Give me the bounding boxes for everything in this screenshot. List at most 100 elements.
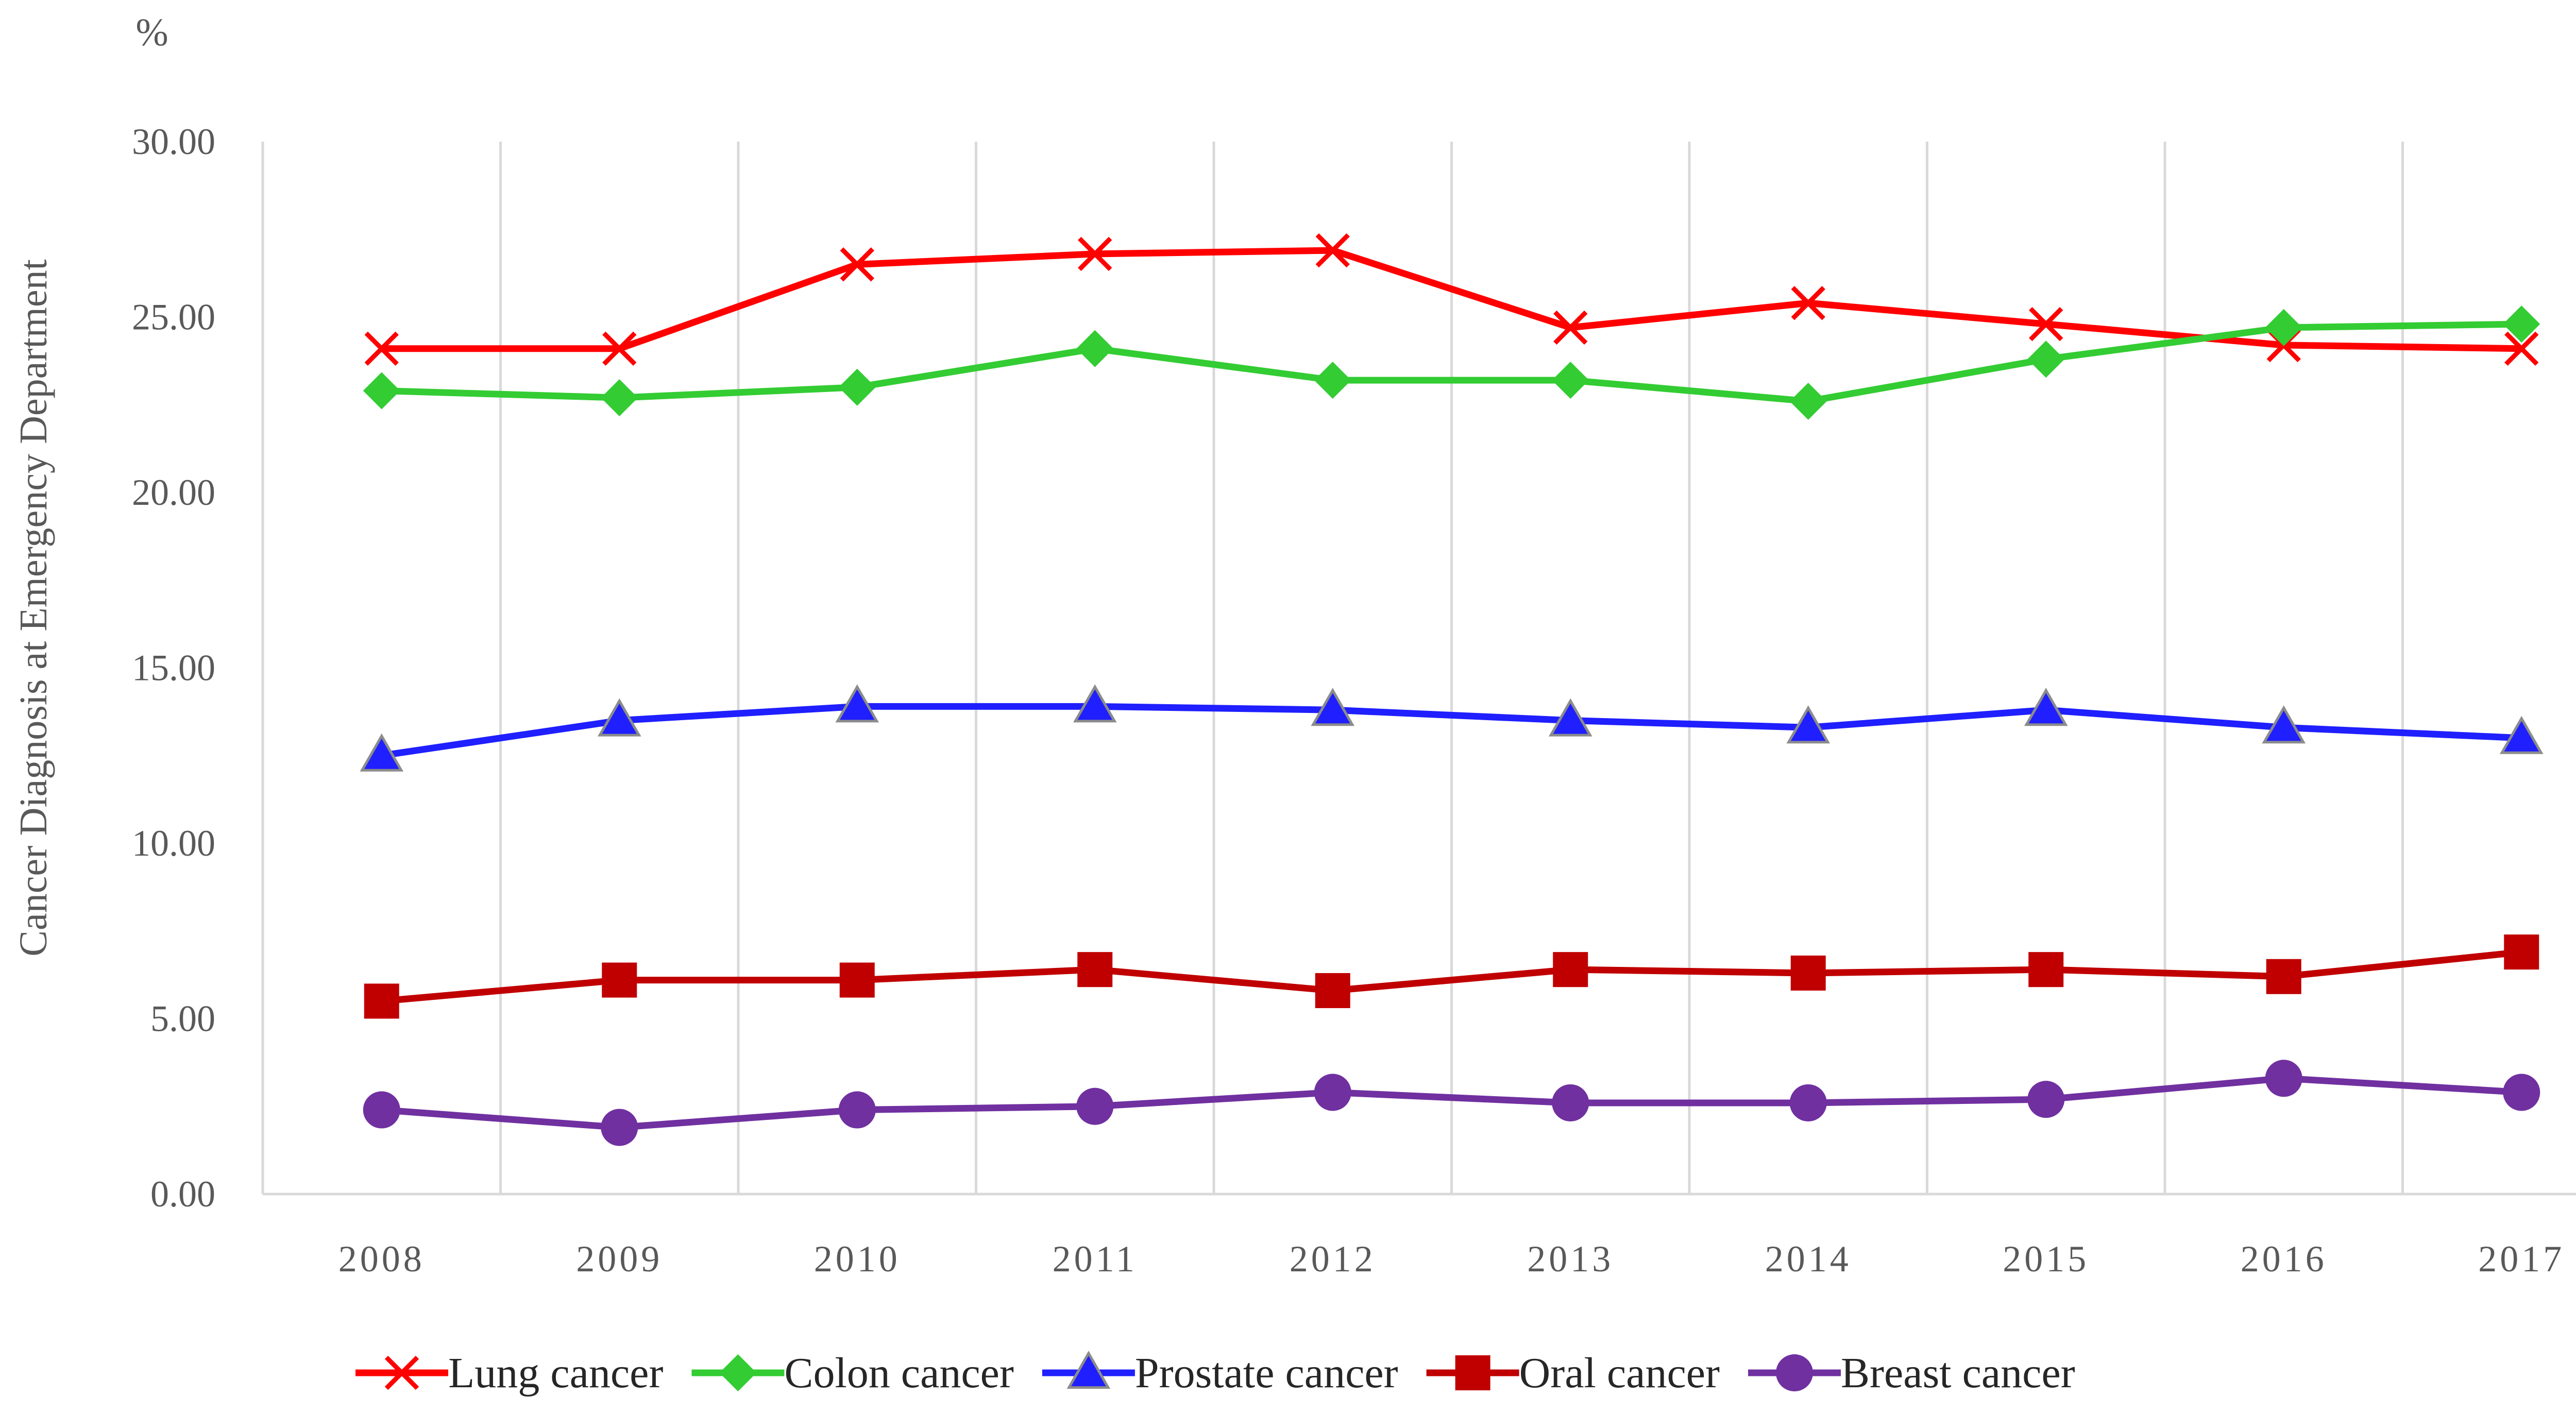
series-oral-cancer — [364, 934, 2539, 1019]
data-point-prostate-cancer — [360, 733, 404, 772]
data-point-oral-cancer — [2504, 934, 2539, 970]
data-point-oral-cancer — [602, 962, 637, 998]
legend-item-colon-cancer: Colon cancer — [691, 1349, 1014, 1397]
data-point-colon-cancer — [1789, 382, 1827, 420]
data-point-prostate-cancer — [2262, 705, 2306, 744]
data-point-prostate-cancer — [1073, 684, 1117, 723]
y-tick-label: 30.00 — [132, 121, 215, 162]
marker-stroke — [602, 331, 637, 366]
marker-stroke — [1553, 310, 1588, 345]
series-colon-cancer — [363, 305, 2540, 420]
data-point-breast-cancer — [1314, 1074, 1351, 1111]
data-point-breast-cancer — [2027, 1081, 2065, 1118]
data-point-prostate-cancer — [835, 684, 879, 723]
data-point-breast-cancer — [2265, 1060, 2302, 1097]
marker-stroke — [840, 247, 874, 282]
data-point-lung-cancer — [2029, 307, 2063, 342]
data-point-breast-cancer — [363, 1091, 400, 1129]
legend-marker — [1455, 1355, 1490, 1390]
series-line-breast-cancer — [381, 1075, 2522, 1131]
series-line-colon-cancer — [381, 320, 2522, 405]
data-point-lung-cancer — [840, 247, 874, 282]
marker-stroke — [1315, 233, 1350, 268]
legend-marker — [1066, 1350, 1111, 1389]
gridlines — [499, 142, 2404, 1194]
y-axis-title: Cancer Diagnosis at Emergency Department — [12, 259, 55, 956]
y-tick-label: 25.00 — [132, 297, 215, 338]
series-prostate-cancer — [360, 684, 2544, 772]
data-point-oral-cancer — [1790, 955, 1826, 991]
x-tick-label: 2010 — [814, 1238, 901, 1280]
x-tick-label: 2014 — [1765, 1238, 1852, 1280]
data-point-oral-cancer — [2266, 959, 2301, 994]
data-point-oral-cancer — [364, 983, 399, 1019]
x-tick-label: 2011 — [1053, 1238, 1138, 1280]
data-point-breast-cancer — [1789, 1084, 1827, 1121]
data-point-lung-cancer — [364, 331, 399, 366]
series-line-lung-cancer — [381, 247, 2522, 352]
data-point-oral-cancer — [1077, 952, 1113, 988]
data-point-prostate-cancer — [1548, 698, 1592, 737]
legend: Lung cancer Colon cancer Prostate cancer Or… — [355, 1349, 2075, 1397]
y-tick-label: 10.00 — [132, 823, 215, 864]
marker-stroke — [364, 331, 399, 366]
data-point-prostate-cancer — [2499, 716, 2544, 754]
marker-stroke — [1791, 286, 1825, 320]
data-point-colon-cancer — [2265, 309, 2302, 346]
series-line-oral-cancer — [381, 948, 2522, 1005]
x-tick-label: 2016 — [2241, 1238, 2327, 1280]
legend-item-lung-cancer: Lung cancer — [355, 1349, 663, 1397]
data-point-oral-cancer — [1315, 973, 1350, 1009]
data-point-breast-cancer — [838, 1091, 876, 1129]
data-point-prostate-cancer — [1786, 705, 1831, 744]
data-point-lung-cancer — [1791, 286, 1825, 320]
y-tick-label: 20.00 — [132, 472, 215, 513]
data-point-colon-cancer — [1076, 330, 1114, 367]
data-point-oral-cancer — [2028, 952, 2064, 988]
data-point-breast-cancer — [1552, 1084, 1589, 1121]
data-point-prostate-cancer — [1311, 688, 1355, 726]
data-point-colon-cancer — [601, 379, 638, 417]
legend-marker — [384, 1355, 419, 1390]
legend-marker — [1776, 1354, 1814, 1391]
legend-label: Prostate cancer — [1135, 1349, 1398, 1397]
data-point-breast-cancer — [601, 1109, 638, 1146]
y-tick-label: 15.00 — [132, 648, 215, 689]
data-point-colon-cancer — [1314, 362, 1351, 399]
data-point-colon-cancer — [2503, 305, 2540, 343]
data-point-oral-cancer — [839, 962, 875, 998]
data-point-lung-cancer — [602, 331, 637, 366]
x-tick-label: 2008 — [338, 1238, 425, 1280]
series-breast-cancer — [363, 1060, 2540, 1146]
data-point-prostate-cancer — [2024, 688, 2068, 726]
data-point-colon-cancer — [1552, 362, 1589, 399]
axis-labels: % Cancer Diagnosis at Emergency Departme… — [12, 11, 2565, 1280]
data-point-breast-cancer — [1076, 1087, 1114, 1125]
legend-label: Colon cancer — [784, 1349, 1013, 1397]
data-point-colon-cancer — [363, 372, 400, 410]
data-point-colon-cancer — [838, 368, 876, 406]
axes — [261, 142, 2576, 1196]
y-tick-label: 5.00 — [150, 998, 215, 1040]
legend-item-prostate-cancer: Prostate cancer — [1042, 1349, 1398, 1397]
x-tick-label: 2009 — [576, 1238, 663, 1280]
x-tick-label: 2017 — [2478, 1238, 2565, 1280]
legend-label: Breast cancer — [1841, 1349, 2075, 1397]
marker-stroke — [2029, 307, 2063, 342]
data-point-lung-cancer — [2504, 331, 2539, 366]
series-lung-cancer — [364, 233, 2539, 366]
legend-label: Oral cancer — [1519, 1349, 1720, 1397]
data-point-colon-cancer — [2027, 341, 2065, 378]
legend-label: Lung cancer — [448, 1349, 663, 1397]
data-point-breast-cancer — [2503, 1074, 2540, 1111]
series-lines — [360, 233, 2544, 1146]
marker-stroke — [1078, 236, 1112, 271]
legend-marker — [719, 1354, 757, 1391]
data-point-lung-cancer — [1553, 310, 1588, 345]
x-tick-label: 2012 — [1290, 1238, 1376, 1280]
data-point-lung-cancer — [1315, 233, 1350, 268]
series-line-prostate-cancer — [381, 703, 2522, 759]
data-point-lung-cancer — [1078, 236, 1112, 271]
